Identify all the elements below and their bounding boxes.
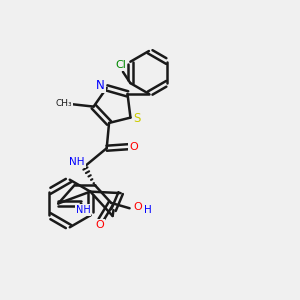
Text: O: O (95, 220, 103, 230)
Text: O: O (129, 142, 138, 152)
Text: N: N (96, 79, 105, 92)
Text: NH: NH (69, 157, 85, 167)
Text: NH: NH (76, 205, 90, 215)
Text: S: S (133, 112, 141, 125)
Text: H: H (144, 205, 152, 215)
Text: O: O (134, 202, 142, 212)
Text: Cl: Cl (115, 60, 126, 70)
Text: CH₃: CH₃ (56, 99, 72, 108)
